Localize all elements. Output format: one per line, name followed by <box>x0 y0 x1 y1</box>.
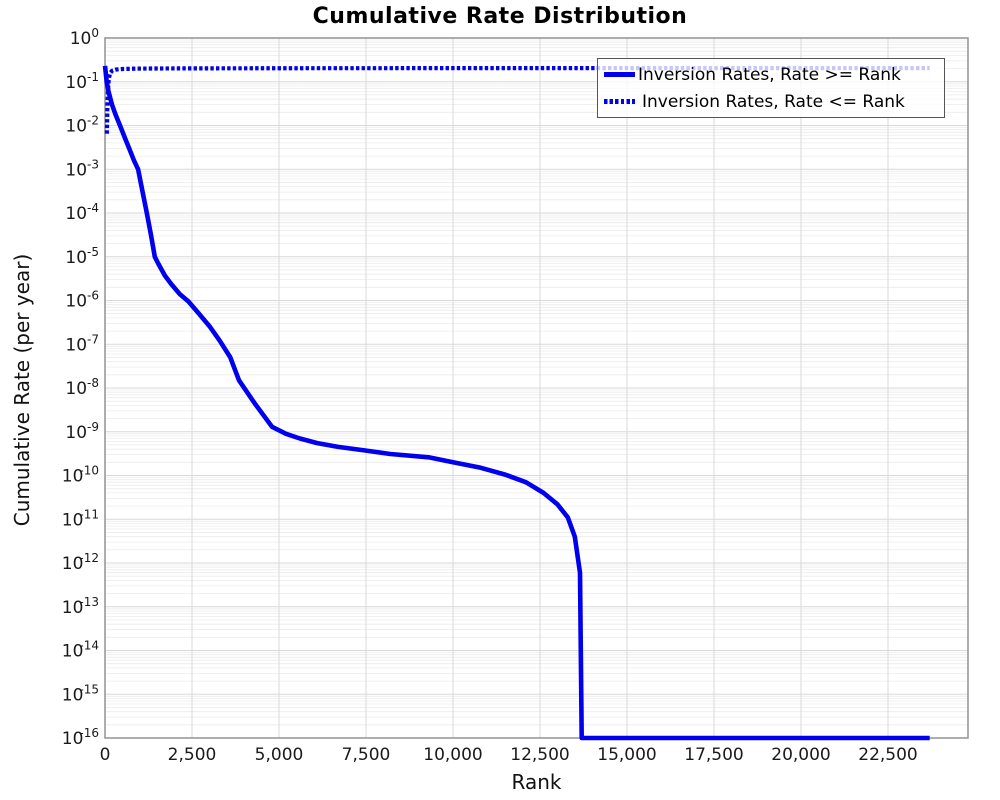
legend: Inversion Rates, Rate >= Rank Inversion … <box>597 58 945 118</box>
svg-text:10-6: 10-6 <box>65 289 99 312</box>
svg-text:10,000: 10,000 <box>423 745 482 765</box>
svg-text:10-13: 10-13 <box>62 595 99 618</box>
svg-text:10-10: 10-10 <box>62 464 99 487</box>
svg-text:20,000: 20,000 <box>771 745 830 765</box>
legend-item-rate-ge-rank: Inversion Rates, Rate >= Rank <box>604 62 940 88</box>
svg-text:10-5: 10-5 <box>65 245 99 268</box>
minor-gridlines <box>105 39 968 726</box>
svg-text:0: 0 <box>100 745 111 765</box>
svg-text:10-8: 10-8 <box>65 376 99 399</box>
svg-text:10-14: 10-14 <box>62 639 99 662</box>
legend-label: Inversion Rates, Rate >= Rank <box>638 64 901 85</box>
svg-text:12,500: 12,500 <box>510 745 569 765</box>
svg-text:10-11: 10-11 <box>62 507 99 530</box>
series-solid-line <box>102 65 930 741</box>
svg-text:15,000: 15,000 <box>597 745 656 765</box>
svg-text:22,500: 22,500 <box>858 745 917 765</box>
x-axis-label: Rank <box>511 770 562 794</box>
svg-text:10-7: 10-7 <box>65 332 99 355</box>
svg-text:7,500: 7,500 <box>342 745 391 765</box>
svg-text:10-15: 10-15 <box>62 682 99 705</box>
svg-text:2,500: 2,500 <box>168 745 217 765</box>
svg-text:5,000: 5,000 <box>255 745 304 765</box>
svg-text:10-4: 10-4 <box>65 201 99 224</box>
plot-title: Cumulative Rate Distribution <box>312 4 688 29</box>
dotted-line-swatch-icon <box>604 99 635 104</box>
svg-text:10-3: 10-3 <box>65 157 99 180</box>
svg-text:10-9: 10-9 <box>65 420 99 443</box>
solid-line-swatch-icon <box>604 72 635 77</box>
y-axis-label: Cumulative Rate (per year) <box>10 253 34 527</box>
legend-label: Inversion Rates, Rate <= Rank <box>642 91 905 112</box>
svg-text:10-16: 10-16 <box>62 726 99 749</box>
series-dotted-line <box>104 66 930 134</box>
y-tick-labels: 100 10-1 10-2 10-3 10-4 10-5 10-6 10-7 10-8 10-9 1… <box>62 26 99 749</box>
svg-text:17,500: 17,500 <box>684 745 743 765</box>
legend-item-rate-le-rank: Inversion Rates, Rate <= Rank <box>604 89 940 115</box>
plot-frame <box>104 37 969 739</box>
svg-text:10-1: 10-1 <box>65 70 99 93</box>
major-gridlines <box>104 37 968 739</box>
svg-text:100: 100 <box>70 26 99 49</box>
x-tick-labels: 0 2,500 5,000 7,500 10,000 12,500 15,000 17,500… <box>100 745 918 765</box>
svg-text:10-2: 10-2 <box>65 114 99 137</box>
svg-text:10-12: 10-12 <box>62 551 99 574</box>
